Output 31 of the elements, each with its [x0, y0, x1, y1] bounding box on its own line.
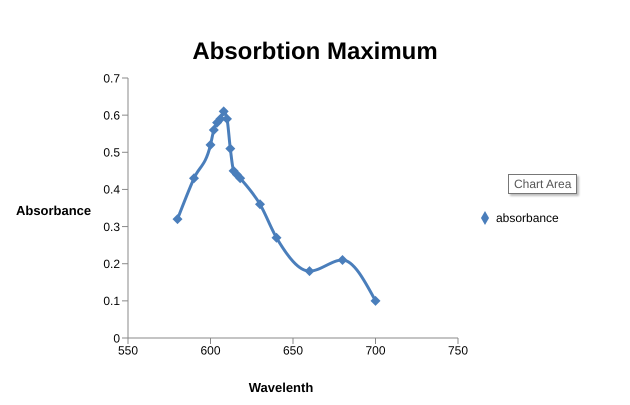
legend-label: absorbance: [496, 210, 559, 225]
x-tick-label: 750: [448, 344, 468, 358]
point: [338, 255, 348, 265]
y-tick-label: 0.7: [103, 71, 120, 86]
point: [272, 232, 282, 243]
point: [255, 199, 265, 210]
text: Chart Area: [508, 174, 578, 194]
x-tick-label: 700: [365, 344, 386, 358]
y-tick-label: 0.3: [103, 220, 120, 234]
y-tick-label: 0.1: [103, 294, 120, 308]
point: [304, 266, 314, 276]
x-tick-label: 600: [200, 344, 221, 358]
point: [370, 296, 380, 306]
point: [225, 144, 236, 154]
y-tick-label: 0.4: [103, 182, 120, 197]
y-tick-label: 0.5: [103, 146, 120, 160]
x-axis-title: Wavelenth: [248, 380, 314, 395]
point: [208, 125, 219, 135]
y-tick-label: 0: [113, 331, 120, 346]
point: [172, 214, 182, 224]
point: [218, 106, 229, 116]
x-tick-label: 550: [118, 344, 138, 358]
x-tick-label: 650: [282, 344, 304, 358]
chart-title: Absorbtion Maximum: [191, 38, 439, 66]
point: [222, 114, 232, 124]
y-tick-label: 0.2: [103, 256, 120, 271]
y-tick-label: 0.6: [103, 108, 120, 122]
point: [206, 140, 216, 150]
y-axis-title: Absorbance: [16, 203, 92, 218]
point: [235, 173, 246, 184]
point: [189, 173, 199, 184]
